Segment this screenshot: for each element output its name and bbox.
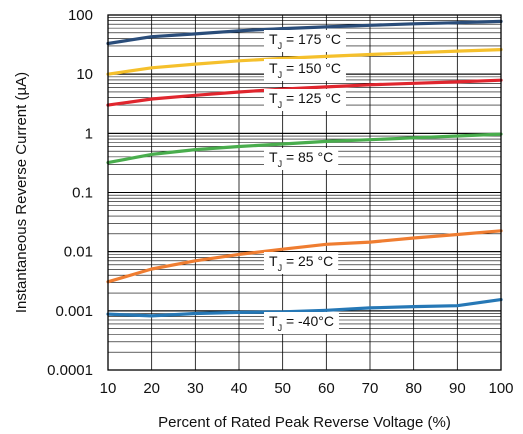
series-label-2: TJ = 125 °C — [264, 89, 346, 111]
y-tick-label: 10 — [76, 66, 93, 83]
x-tick-label: 20 — [143, 380, 160, 397]
series-label-text: TJ = 25 °C — [269, 253, 333, 273]
series-label-text: TJ = 175 °C — [269, 31, 341, 51]
x-tick-label: 80 — [405, 380, 422, 397]
series-label-5: TJ = -40°C — [264, 312, 339, 334]
series-label-text: TJ = 125 °C — [269, 90, 341, 110]
x-tick-label: 100 — [488, 380, 513, 397]
series-label-box — [264, 89, 346, 111]
plot-frame — [107, 14, 502, 371]
series-label-4: TJ = 25 °C — [264, 252, 339, 274]
y-tick-label: 100 — [68, 7, 93, 24]
x-tick-label: 30 — [187, 380, 204, 397]
y-tick-label: 0.1 — [72, 185, 93, 202]
series-line-4 — [106, 229, 503, 284]
y-tick-label: 0.001 — [55, 303, 93, 320]
x-axis-title: Percent of Rated Peak Reverse Voltage (%… — [158, 414, 451, 431]
series-line-1 — [106, 47, 503, 76]
series-label-3: TJ = 85 °C — [264, 148, 339, 170]
series-label-0: TJ = 175 °C — [264, 30, 346, 52]
series-label-box — [264, 312, 339, 334]
tick-labels: 10 20 30 40 50 60 70 80 90 100 0.0001 0.001 0.01 0.1 1… — [47, 7, 513, 397]
series-lines — [106, 19, 503, 318]
series-label-1: TJ = 150 °C — [264, 59, 346, 81]
x-tick-label: 10 — [100, 380, 117, 397]
series-label-box — [264, 30, 346, 52]
x-tick-label: 60 — [318, 380, 335, 397]
series-label-box — [264, 59, 346, 81]
y-tick-label: 0.01 — [64, 244, 93, 261]
series-labels: TJ = 175 °C TJ = 150 °C TJ = 125 °C TJ = 85… — [264, 30, 346, 334]
series-label-text: TJ = -40°C — [269, 313, 334, 333]
series-line-2 — [106, 78, 503, 107]
series-label-box — [264, 148, 339, 170]
y-axis-title: Instantaneous Reverse Current (µA) — [13, 72, 30, 313]
x-tick-label: 50 — [274, 380, 291, 397]
series-line-0 — [106, 19, 503, 46]
x-tick-label: 40 — [231, 380, 248, 397]
series-label-text: TJ = 150 °C — [269, 60, 341, 80]
x-tick-label: 90 — [449, 380, 466, 397]
x-tick-label: 70 — [362, 380, 379, 397]
y-tick-label: 1 — [85, 125, 93, 142]
series-label-box — [264, 252, 339, 274]
y-tick-label: 0.0001 — [47, 362, 93, 379]
series-label-text: TJ = 85 °C — [269, 149, 333, 169]
series-line-3 — [106, 132, 503, 165]
series-line-5 — [106, 298, 503, 318]
